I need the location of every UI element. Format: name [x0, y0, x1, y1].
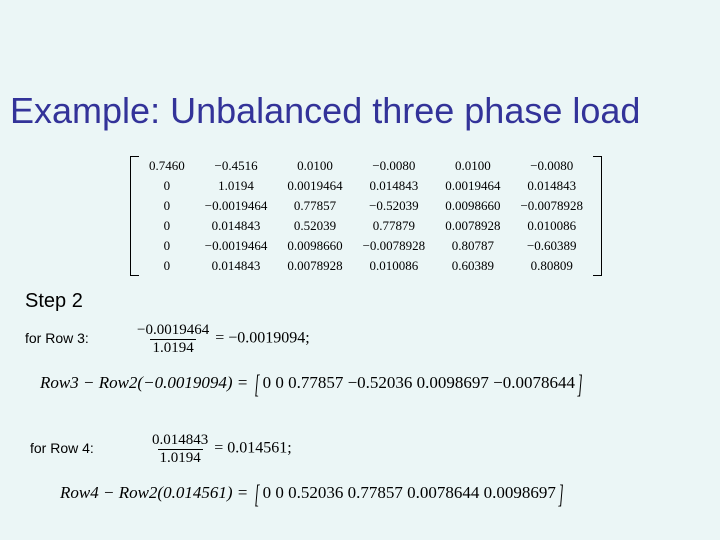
matrix-cell: 0.52039: [277, 216, 352, 236]
row3-fraction-eq: −0.0019464 1.0194 = −0.0019094;: [135, 322, 310, 356]
row3-frac-den: 1.0194: [150, 339, 195, 357]
row3-fraction: −0.0019464 1.0194: [135, 322, 211, 356]
row3-frac-result: −0.0019094: [228, 330, 305, 347]
matrix-row: 0−0.00194640.77857−0.520390.0098660−0.00…: [139, 196, 593, 216]
matrix-cell: 0: [139, 196, 195, 216]
row4-result: 0 0 0.52036 0.77857 0.0078644 0.0098697: [263, 483, 556, 502]
matrix-cell: 0.0098660: [435, 196, 510, 216]
row4-label: for Row 4:: [30, 440, 94, 456]
matrix-cell: −0.0019464: [195, 196, 278, 216]
row4-fraction-eq: 0.014843 1.0194 = 0.014561;: [150, 432, 292, 466]
row4-factor: 0.014561: [163, 483, 227, 502]
row4-prefix: Row4 − Row2: [60, 483, 157, 502]
matrix-cell: −0.52039: [353, 196, 436, 216]
matrix-cell: 0.0019464: [277, 176, 352, 196]
matrix-cell: −0.0078928: [510, 196, 593, 216]
matrix-cell: 0.0100: [277, 156, 352, 176]
matrix-cell: 0.0078928: [435, 216, 510, 236]
right-bracket: [593, 156, 602, 276]
row3-factor: −0.0019094: [143, 373, 227, 392]
matrix-cell: 0: [139, 216, 195, 236]
matrix-cell: −0.0080: [510, 156, 593, 176]
row3-row-eq: Row3 − Row2(−0.0019094) = [0 0 0.77857 −…: [40, 370, 585, 400]
matrix-row: 0.7460−0.45160.0100−0.00800.0100−0.0080: [139, 156, 593, 176]
matrix-cell: 0.0078928: [277, 256, 352, 276]
matrix-cell: 0.60389: [435, 256, 510, 276]
row3-label: for Row 3:: [25, 330, 89, 346]
left-big-bracket: [: [255, 370, 260, 400]
matrix-cell: 0.010086: [353, 256, 436, 276]
matrix-cell: 0.014843: [195, 216, 278, 236]
row4-frac-result: 0.014561: [227, 440, 287, 457]
matrix-cell: 0: [139, 236, 195, 256]
left-big-bracket: [: [255, 480, 260, 510]
matrix-cell: 0.77857: [277, 196, 352, 216]
semicolon: ;: [305, 330, 309, 347]
row4-frac-den: 1.0194: [158, 449, 203, 467]
row4-row-eq: Row4 − Row2(0.014561) = [0 0 0.52036 0.7…: [60, 480, 566, 510]
matrix-cell: 1.0194: [195, 176, 278, 196]
slide: Example: Unbalanced three phase load 0.7…: [0, 0, 720, 540]
right-big-bracket: ]: [578, 370, 583, 400]
equals-text: =: [215, 330, 228, 347]
row4-fraction: 0.014843 1.0194: [150, 432, 210, 466]
row3-frac-num: −0.0019464: [135, 322, 211, 339]
matrix-cell: 0.80809: [510, 256, 593, 276]
matrix-row: 0−0.00194640.0098660−0.00789280.80787−0.…: [139, 236, 593, 256]
matrix-cell: −0.0078928: [353, 236, 436, 256]
step-label: Step 2: [25, 290, 83, 313]
matrix-cell: −0.0080: [353, 156, 436, 176]
page-title: Example: Unbalanced three phase load: [10, 90, 640, 132]
matrix-block: 0.7460−0.45160.0100−0.00800.0100−0.00800…: [130, 156, 602, 276]
semicolon: ;: [287, 440, 291, 457]
matrix-cell: 0.0100: [435, 156, 510, 176]
matrix-table: 0.7460−0.45160.0100−0.00800.0100−0.00800…: [139, 156, 593, 276]
matrix-cell: 0.80787: [435, 236, 510, 256]
matrix-cell: 0.014843: [510, 176, 593, 196]
row3-prefix: Row3 − Row2: [40, 373, 137, 392]
matrix-cell: 0.7460: [139, 156, 195, 176]
equals-text: =: [214, 440, 227, 457]
matrix-cell: 0.014843: [353, 176, 436, 196]
matrix-cell: 0.0098660: [277, 236, 352, 256]
matrix-cell: −0.0019464: [195, 236, 278, 256]
row4-frac-num: 0.014843: [150, 432, 210, 449]
matrix-row: 01.01940.00194640.0148430.00194640.01484…: [139, 176, 593, 196]
matrix-cell: 0: [139, 256, 195, 276]
matrix-cell: −0.4516: [195, 156, 278, 176]
matrix-cell: 0.0019464: [435, 176, 510, 196]
right-big-bracket: ]: [558, 480, 563, 510]
matrix-row: 00.0148430.00789280.0100860.603890.80809: [139, 256, 593, 276]
matrix-cell: 0: [139, 176, 195, 196]
matrix-cell: 0.014843: [195, 256, 278, 276]
left-bracket: [130, 156, 139, 276]
matrix-row: 00.0148430.520390.778790.00789280.010086: [139, 216, 593, 236]
matrix-cell: 0.77879: [353, 216, 436, 236]
row3-result: 0 0 0.77857 −0.52036 0.0098697 −0.007864…: [263, 373, 575, 392]
matrix-cell: 0.010086: [510, 216, 593, 236]
matrix-cell: −0.60389: [510, 236, 593, 256]
